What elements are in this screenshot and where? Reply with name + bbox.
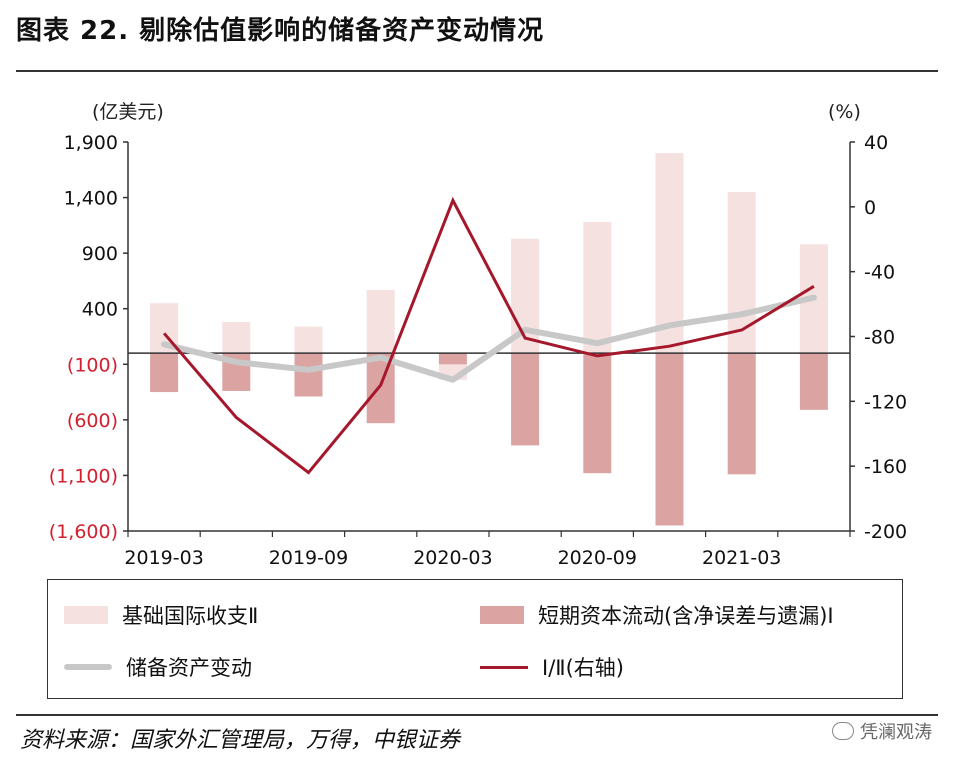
x-tick-label: 2020-03: [413, 547, 492, 569]
chart-lines: [161, 196, 817, 475]
current-account-bar: [222, 322, 251, 354]
short-term-flow-bars: [150, 353, 828, 526]
legend-item-ratio: Ⅰ/Ⅱ(右轴): [480, 652, 624, 682]
right-tick-label: 0: [864, 197, 876, 219]
left-tick-label: 1,900: [64, 132, 118, 154]
short-term-flow-bar: [727, 353, 756, 475]
x-tick-label: 2019-09: [269, 547, 348, 569]
legend-swatch-ratio: [480, 665, 528, 669]
chart-title: 图表 22. 剔除估值影响的储备资产变动情况: [16, 16, 545, 46]
legend-swatch-short-term: [480, 606, 524, 624]
short-term-flow-bar: [583, 353, 612, 474]
source-note: 资料来源：国家外汇管理局，万得，中银证券: [20, 728, 461, 753]
short-term-flow-bar: [438, 353, 467, 365]
legend-swatch-current-account: [64, 606, 108, 624]
chart-area: 1,9001,400900400(100)(600)(1,100)(1,600)…: [49, 101, 907, 569]
left-tick-label: 900: [82, 243, 118, 265]
tick-labels: 1,9001,400900400(100)(600)(1,100)(1,600)…: [49, 101, 907, 569]
current-account-bar: [366, 289, 395, 354]
current-account-bar: [727, 192, 756, 354]
left-unit-label: (亿美元): [92, 101, 164, 123]
short-term-flow-bar: [655, 353, 684, 526]
source-divider: [16, 714, 938, 716]
right-tick-label: -80: [864, 327, 895, 349]
x-tick-label: 2019-03: [124, 547, 203, 569]
legend-item-current-account: 基础国际收支Ⅱ: [64, 600, 258, 630]
legend-swatch-reserve: [64, 664, 112, 670]
current-account-bar: [583, 222, 612, 354]
legend-label-short-term: 短期资本流动(含净误差与遗漏)Ⅰ: [538, 604, 834, 628]
left-tick-label: (1,600): [49, 521, 118, 543]
right-tick-label: -160: [864, 456, 907, 478]
short-term-flow-bar: [799, 353, 828, 410]
reserve-change-line: [161, 294, 817, 383]
legend-label-ratio: Ⅰ/Ⅱ(右轴): [542, 656, 624, 680]
chat-bubble-icon: [832, 722, 854, 740]
x-tick-label: 2020-09: [558, 547, 637, 569]
right-tick-label: -40: [864, 262, 895, 284]
legend-item-reserve: 储备资产变动: [64, 652, 252, 682]
x-tick-label: 2021-03: [702, 547, 781, 569]
legend: 基础国际收支Ⅱ 短期资本流动(含净误差与遗漏)Ⅰ 储备资产变动 Ⅰ/Ⅱ(右轴): [47, 579, 903, 699]
legend-item-short-term: 短期资本流动(含净误差与遗漏)Ⅰ: [480, 600, 834, 630]
short-term-flow-bar: [511, 353, 540, 446]
ratio-line: [162, 196, 815, 475]
left-tick-label: (100): [67, 354, 118, 376]
legend-label-current-account: 基础国际收支Ⅱ: [122, 604, 259, 628]
watermark: 凭澜观涛: [832, 718, 932, 744]
left-tick-label: 400: [82, 299, 118, 321]
current-account-bar: [294, 326, 323, 354]
left-tick-label: 1,400: [64, 188, 118, 210]
right-unit-label: (%): [828, 101, 861, 123]
right-tick-label: -200: [864, 521, 907, 543]
title-divider: [16, 70, 938, 72]
left-tick-label: (600): [67, 410, 118, 432]
watermark-text: 凭澜观涛: [860, 722, 932, 743]
short-term-flow-bar: [150, 353, 179, 393]
current-account-bar: [655, 153, 684, 354]
right-tick-label: 40: [864, 132, 888, 154]
legend-label-reserve: 储备资产变动: [126, 656, 252, 680]
right-tick-label: -120: [864, 391, 907, 413]
short-term-flow-bar: [294, 353, 323, 397]
left-tick-label: (1,100): [49, 465, 118, 487]
